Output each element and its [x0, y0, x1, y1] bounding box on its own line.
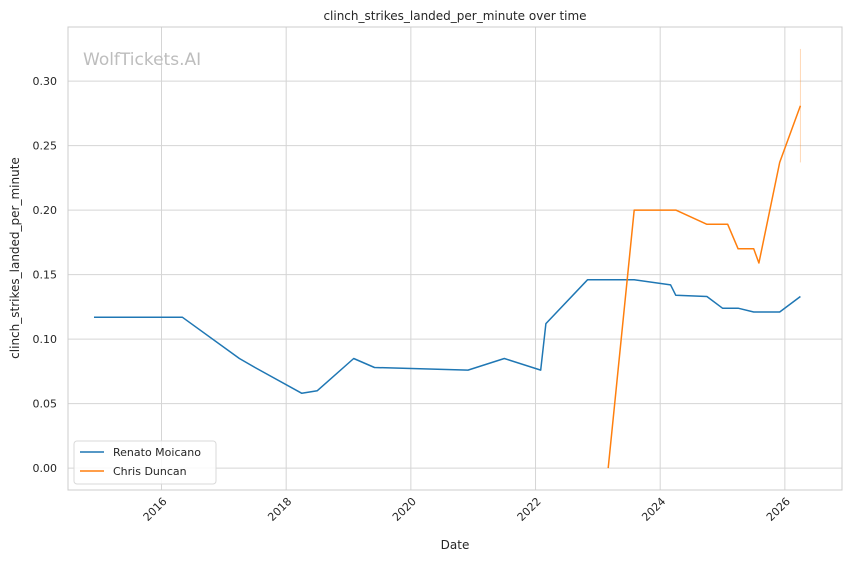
- y-axis-label: clinch_strikes_landed_per_minute: [8, 157, 22, 359]
- y-tick-label: 0.05: [33, 398, 58, 411]
- y-tick-label: 0.25: [33, 140, 58, 153]
- y-tick-label: 0.20: [33, 204, 58, 217]
- legend: Renato Moicano Chris Duncan: [74, 441, 216, 484]
- legend-label-chris-duncan: Chris Duncan: [113, 465, 187, 478]
- y-tick-label: 0.30: [33, 75, 58, 88]
- y-tick-label: 0.15: [33, 269, 58, 282]
- y-tick-label: 0.00: [33, 462, 58, 475]
- y-tick-label: 0.10: [33, 333, 58, 346]
- chart-title: clinch_strikes_landed_per_minute over ti…: [323, 9, 586, 23]
- x-axis-label: Date: [441, 538, 470, 552]
- watermark: WolfTickets.AI: [83, 50, 201, 70]
- legend-label-renato-moicano: Renato Moicano: [113, 446, 201, 459]
- plot-area: [68, 27, 842, 490]
